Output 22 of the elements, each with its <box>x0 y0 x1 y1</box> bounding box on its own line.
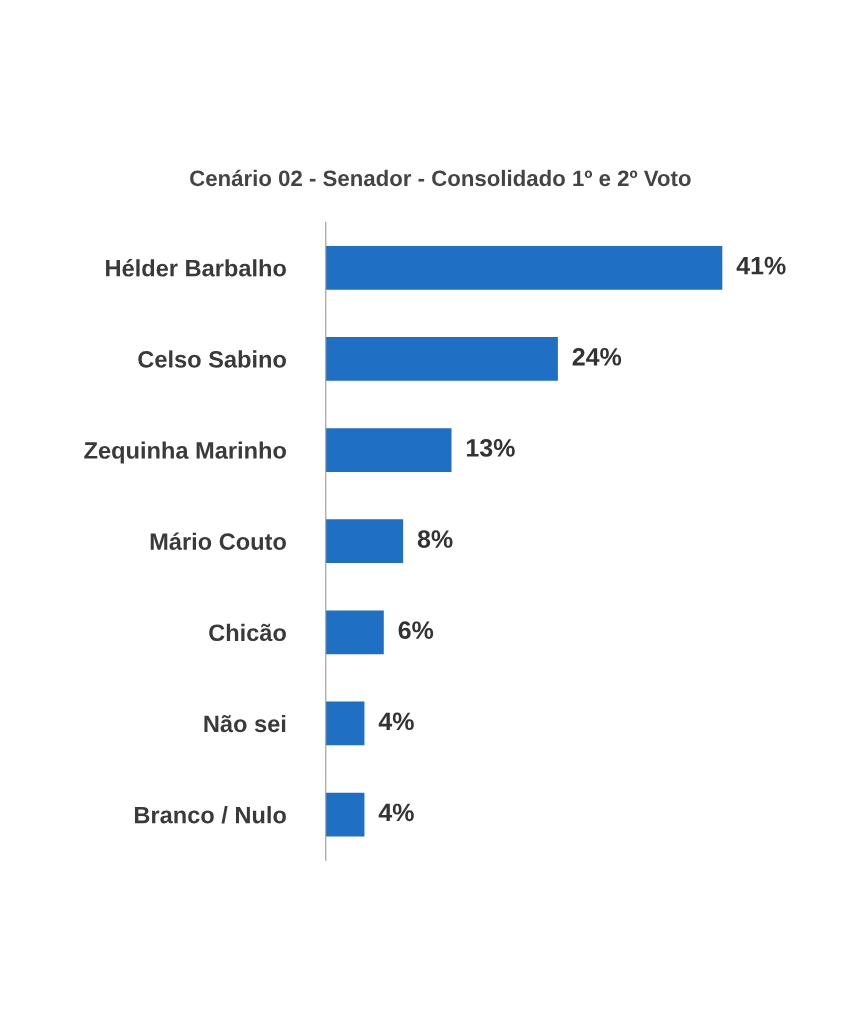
bar <box>325 701 365 746</box>
y-tick-label: Não sei <box>204 714 286 733</box>
data-label: 41% <box>736 256 786 275</box>
data-label: 4% <box>378 712 414 731</box>
bar <box>325 610 384 655</box>
bar <box>325 792 365 837</box>
y-tick-label: Celso Sabino <box>138 350 286 368</box>
y-tick-label: Zequinha Marinho <box>84 441 286 464</box>
data-label: 6% <box>398 621 434 640</box>
chart-title: Cenário 02 - Senador - Consolidado 1º e 2º Voto <box>190 169 691 187</box>
y-tick-label: Branco / Nulo <box>134 806 286 824</box>
data-label: 13% <box>466 439 515 457</box>
y-tick-label: Chicão <box>209 623 286 642</box>
bar <box>325 519 404 564</box>
data-label: 24% <box>572 347 622 366</box>
data-label: 8% <box>417 530 453 548</box>
data-label: 4% <box>378 803 414 822</box>
y-tick-label: Mário Couto <box>150 532 286 550</box>
y-tick-label: Hélder Barbalho <box>106 259 286 277</box>
bar <box>325 337 558 381</box>
bar <box>325 428 452 472</box>
bar <box>325 245 723 290</box>
